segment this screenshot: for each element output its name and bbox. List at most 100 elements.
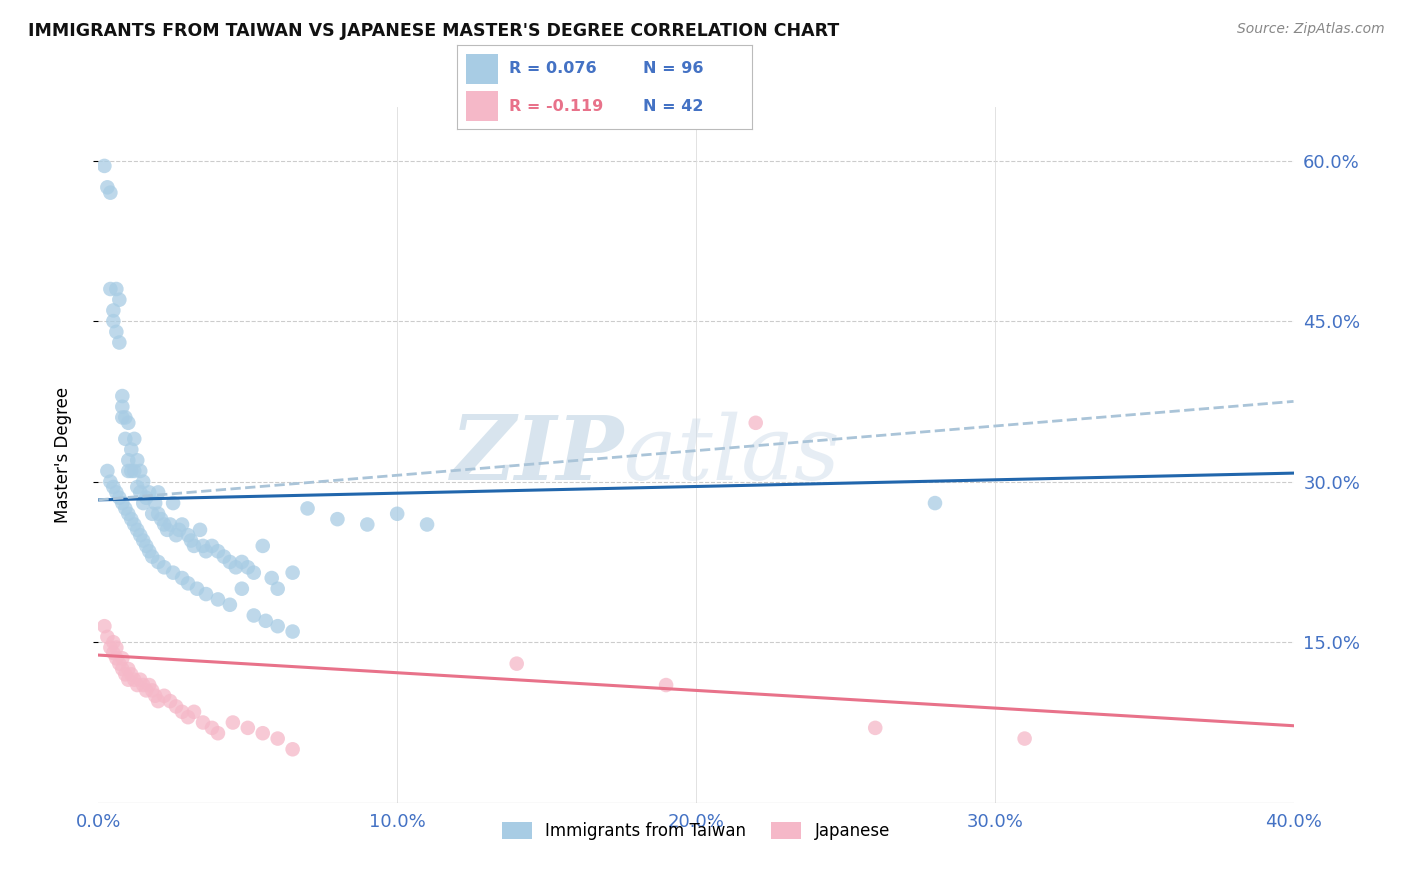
Point: [1014, 731, 1036, 746]
Point: [267, 731, 290, 746]
Point: [865, 721, 887, 735]
Point: [114, 501, 136, 516]
Point: [127, 480, 149, 494]
Point: [254, 614, 277, 628]
Point: [105, 485, 128, 500]
Point: [326, 512, 349, 526]
Point: [117, 453, 139, 467]
Point: [655, 678, 678, 692]
Point: [141, 507, 163, 521]
Point: [129, 528, 152, 542]
Point: [141, 549, 163, 564]
Point: [186, 582, 208, 596]
Point: [96, 180, 118, 194]
Point: [236, 560, 259, 574]
Point: [172, 705, 194, 719]
Text: ZIP: ZIP: [451, 412, 624, 498]
Text: N = 96: N = 96: [643, 62, 703, 76]
Point: [172, 517, 194, 532]
FancyBboxPatch shape: [465, 54, 498, 84]
Point: [132, 678, 155, 692]
Point: [127, 678, 149, 692]
Point: [180, 533, 202, 548]
Point: [150, 512, 173, 526]
Point: [243, 566, 266, 580]
Point: [108, 293, 131, 307]
Point: [183, 539, 205, 553]
Y-axis label: Master's Degree: Master's Degree: [53, 387, 72, 523]
Point: [98, 475, 122, 489]
Point: [127, 523, 149, 537]
Point: [105, 325, 128, 339]
Point: [124, 673, 146, 687]
Point: [141, 683, 163, 698]
Point: [129, 485, 152, 500]
Point: [98, 282, 122, 296]
Point: [385, 507, 409, 521]
Point: [225, 560, 247, 574]
Point: [153, 560, 176, 574]
Point: [191, 715, 214, 730]
Point: [252, 726, 274, 740]
Point: [114, 432, 136, 446]
Point: [135, 539, 157, 553]
Point: [159, 517, 181, 532]
Point: [124, 517, 146, 532]
Point: [236, 721, 259, 735]
Legend: Immigrants from Taiwan, Japanese: Immigrants from Taiwan, Japanese: [495, 815, 897, 847]
Point: [165, 528, 187, 542]
Point: [159, 694, 181, 708]
Point: [117, 507, 139, 521]
Point: [924, 496, 946, 510]
Point: [162, 496, 184, 510]
Point: [111, 400, 134, 414]
Point: [148, 485, 170, 500]
Point: [231, 555, 253, 569]
Text: Source: ZipAtlas.com: Source: ZipAtlas.com: [1237, 22, 1385, 37]
Point: [111, 651, 134, 665]
Point: [231, 582, 253, 596]
Point: [98, 640, 122, 655]
Point: [267, 582, 290, 596]
Point: [135, 683, 157, 698]
Point: [120, 667, 142, 681]
Point: [114, 667, 136, 681]
Text: R = -0.119: R = -0.119: [509, 98, 603, 113]
Point: [281, 624, 304, 639]
Point: [114, 410, 136, 425]
Point: [108, 657, 131, 671]
Point: [132, 496, 155, 510]
Point: [132, 475, 155, 489]
Point: [177, 710, 200, 724]
Point: [117, 673, 139, 687]
Point: [124, 464, 146, 478]
Point: [177, 528, 200, 542]
Point: [117, 464, 139, 478]
Point: [138, 544, 160, 558]
Point: [195, 587, 218, 601]
Point: [138, 485, 160, 500]
Point: [129, 673, 152, 687]
Point: [281, 566, 304, 580]
Point: [117, 416, 139, 430]
Point: [117, 662, 139, 676]
Point: [143, 496, 166, 510]
Point: [207, 544, 229, 558]
Point: [111, 662, 134, 676]
Point: [153, 517, 176, 532]
Point: [177, 576, 200, 591]
Point: [120, 512, 142, 526]
Point: [156, 523, 179, 537]
Point: [93, 619, 115, 633]
Text: atlas: atlas: [624, 411, 839, 499]
Point: [188, 523, 211, 537]
Point: [148, 507, 170, 521]
Point: [162, 566, 184, 580]
Point: [120, 442, 142, 457]
Point: [111, 496, 134, 510]
Point: [103, 303, 125, 318]
Point: [222, 715, 245, 730]
Point: [195, 544, 218, 558]
Point: [416, 517, 439, 532]
Point: [201, 539, 224, 553]
